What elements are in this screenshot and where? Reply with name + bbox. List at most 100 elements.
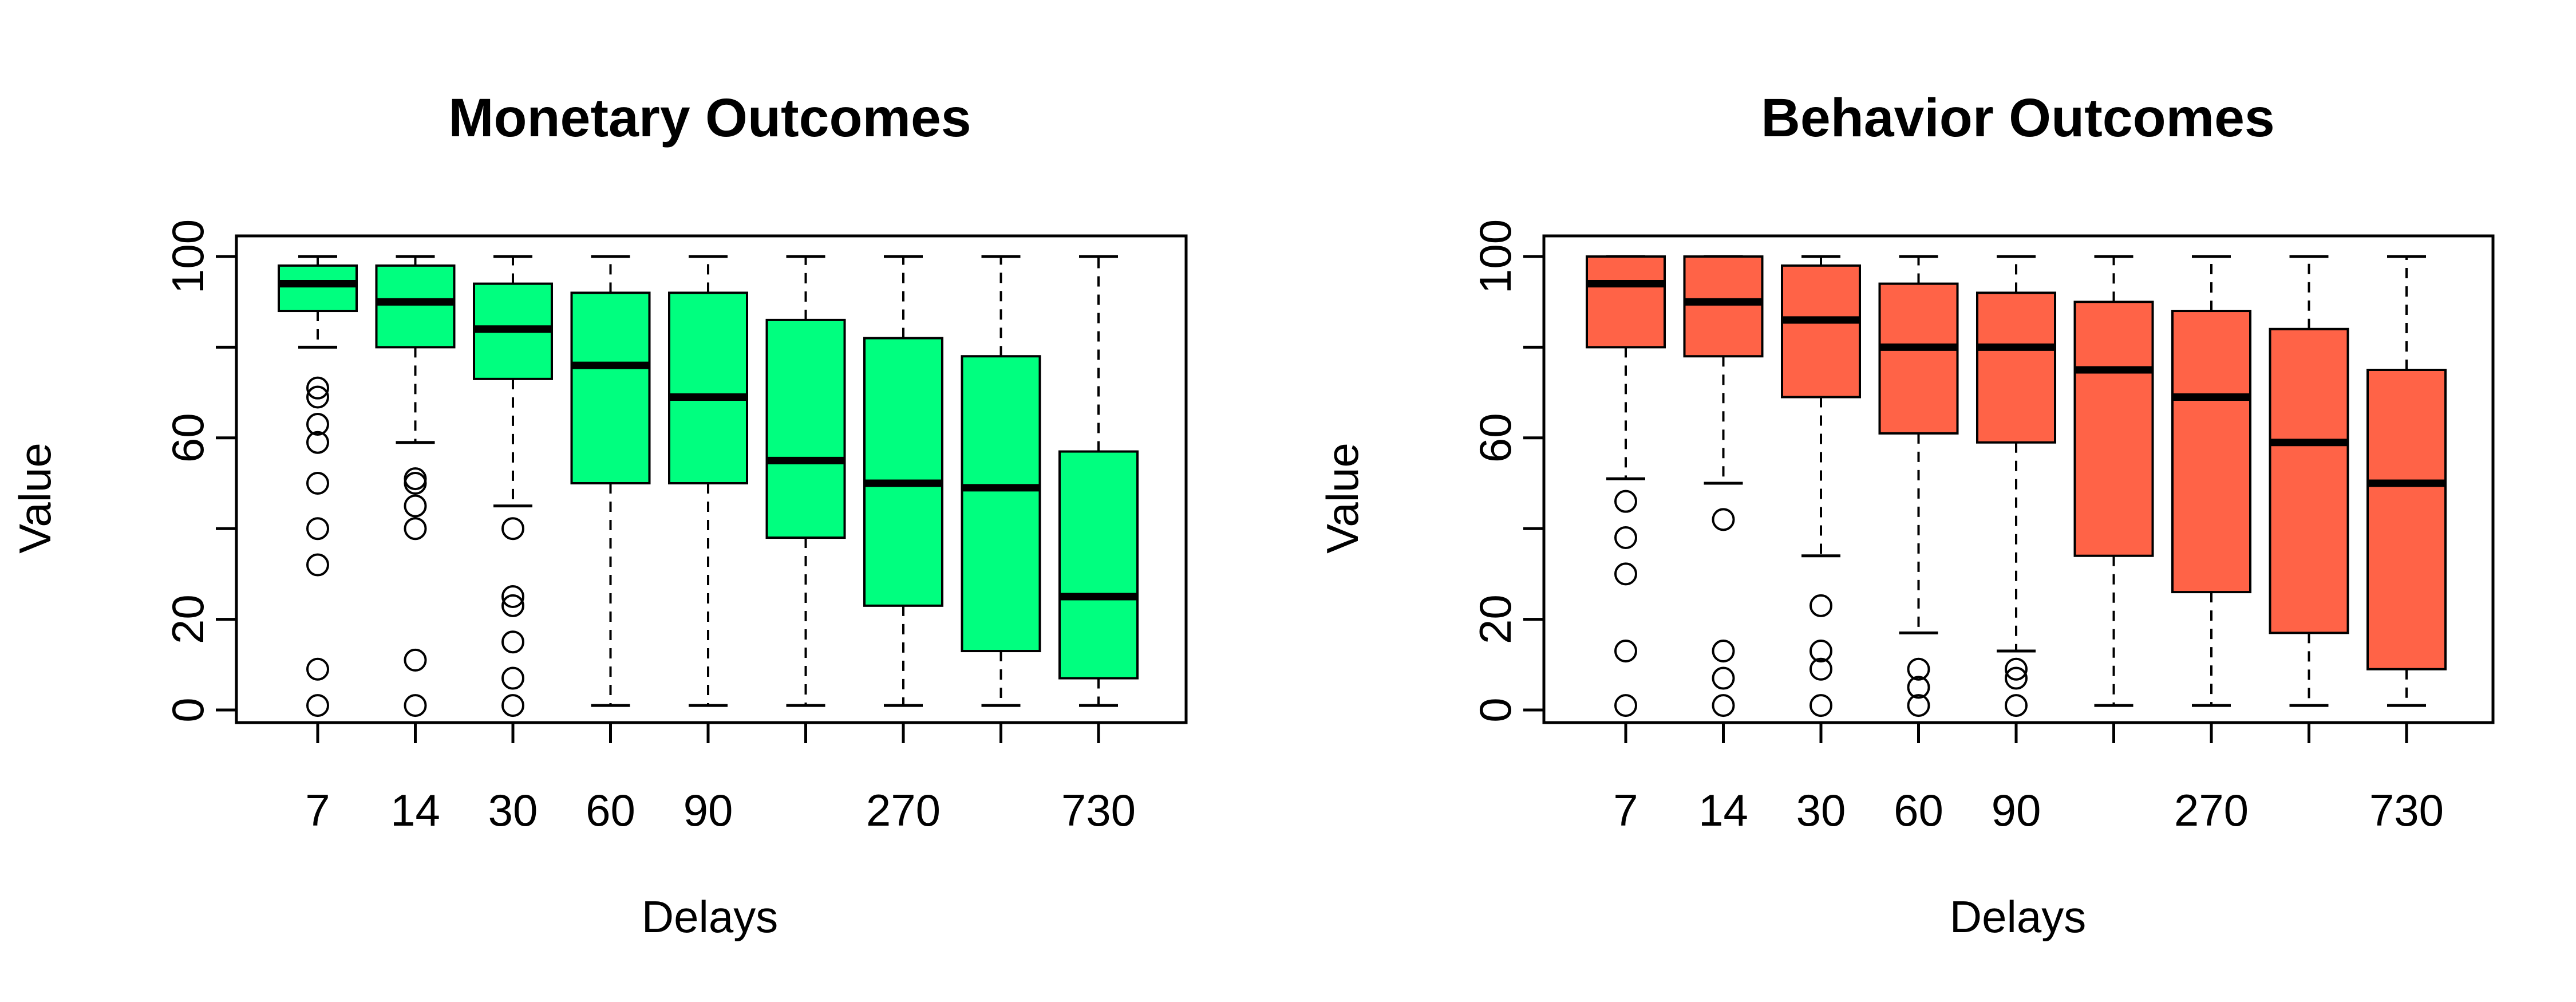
- y-tick-label: 60: [1470, 413, 1520, 463]
- iqr-box: [1781, 264, 1861, 399]
- x-tick-label: 90: [1992, 785, 2041, 835]
- box-group: [1878, 255, 1959, 717]
- outlier-point: [306, 553, 329, 577]
- x-tick-label: 60: [586, 785, 635, 835]
- outlier-point: [1614, 490, 1637, 513]
- y-tick-label: 60: [163, 413, 213, 463]
- plot-area: 0 20 60 100 7 14 30 60 90 270 730: [163, 219, 1188, 835]
- behavior-outcomes-panel: Behavior Outcomes Delays Value 0 20 60 100 7…: [1317, 88, 2495, 942]
- iqr-box: [2269, 328, 2349, 634]
- box-group: [765, 255, 846, 707]
- x-tick-label: 7: [1613, 785, 1638, 835]
- box-group: [2366, 255, 2447, 707]
- outlier-point: [501, 630, 524, 654]
- x-tick-label: 60: [1894, 785, 1943, 835]
- box-group: [668, 255, 748, 707]
- chart-title: Monetary Outcomes: [448, 88, 971, 148]
- box-group: [473, 255, 553, 717]
- outlier-point: [501, 594, 524, 617]
- outlier-point: [2005, 694, 2028, 717]
- iqr-box: [765, 318, 846, 539]
- box-group: [1586, 255, 1666, 717]
- chart-title: Behavior Outcomes: [1761, 88, 2275, 148]
- iqr-box: [863, 337, 943, 607]
- x-tick-label: 7: [305, 785, 330, 835]
- outlier-point: [2005, 657, 2028, 681]
- box-group: [278, 255, 358, 717]
- box-group: [1781, 255, 1861, 717]
- plot-frame: [1542, 234, 2495, 724]
- outlier-point: [1614, 640, 1637, 663]
- box-group: [1058, 255, 1139, 707]
- outlier-point: [404, 694, 427, 717]
- outlier-point: [1712, 640, 1735, 663]
- x-tick-label: 30: [488, 785, 538, 835]
- y-tick-label: 100: [163, 219, 213, 294]
- plot-frame: [235, 234, 1188, 724]
- box-group: [2073, 255, 2154, 707]
- y-axis-label: Value: [1317, 443, 1368, 554]
- y-tick-label: 20: [163, 594, 213, 644]
- x-tick-label: 730: [2369, 785, 2444, 835]
- iqr-box: [278, 264, 358, 313]
- outlier-point: [1809, 657, 1832, 681]
- outlier-point: [1712, 508, 1735, 531]
- outlier-point: [404, 494, 427, 518]
- x-tick-label: 730: [1061, 785, 1136, 835]
- x-axis-label: Delays: [642, 891, 778, 942]
- outlier-point: [404, 472, 427, 495]
- outlier-point: [1907, 694, 1930, 717]
- x-axis-label: Delays: [1950, 891, 2086, 942]
- iqr-box: [2366, 369, 2447, 670]
- outlier-point: [306, 472, 329, 495]
- box-group: [1683, 255, 1764, 717]
- outlier-point: [501, 694, 524, 717]
- outlier-point: [306, 694, 329, 717]
- outlier-point: [306, 657, 329, 681]
- box-group: [375, 255, 456, 717]
- outlier-point: [404, 648, 427, 672]
- y-tick-label: 0: [163, 697, 213, 722]
- iqr-box: [668, 291, 748, 484]
- outlier-point: [501, 666, 524, 690]
- iqr-box: [1878, 282, 1959, 435]
- y-axis-label: Value: [10, 443, 60, 554]
- outlier-point: [1809, 640, 1832, 663]
- x-tick-label: 270: [2174, 785, 2249, 835]
- iqr-box: [375, 264, 456, 349]
- x-tick-label: 14: [1698, 785, 1748, 835]
- box-group: [570, 255, 651, 707]
- outlier-point: [1907, 657, 1930, 681]
- iqr-box: [1683, 255, 1764, 358]
- box-group: [961, 255, 1041, 707]
- iqr-box: [2073, 301, 2154, 557]
- x-tick-label: 14: [390, 785, 440, 835]
- outlier-point: [306, 376, 329, 400]
- box-group: [863, 255, 943, 707]
- outlier-point: [404, 517, 427, 541]
- outlier-point: [1907, 676, 1930, 699]
- box-group: [2171, 255, 2251, 707]
- outlier-point: [1614, 694, 1637, 717]
- outlier-point: [306, 385, 329, 409]
- box-group: [1976, 255, 2056, 717]
- outlier-point: [1712, 666, 1735, 690]
- outlier-point: [2005, 666, 2028, 690]
- outlier-point: [306, 431, 329, 454]
- outlier-point: [1809, 694, 1832, 717]
- outlier-point: [501, 517, 524, 541]
- iqr-box: [961, 355, 1041, 653]
- iqr-box: [1586, 255, 1666, 349]
- iqr-box: [1976, 291, 2056, 444]
- x-tick-label: 90: [683, 785, 733, 835]
- box-group: [2269, 255, 2349, 707]
- plot-area: 0 20 60 100 7 14 30 60 90 270 730: [1470, 219, 2495, 835]
- y-tick-label: 20: [1470, 594, 1520, 644]
- y-tick-label: 0: [1470, 697, 1520, 722]
- x-tick-label: 270: [866, 785, 941, 835]
- outlier-point: [306, 413, 329, 436]
- outlier-point: [1614, 562, 1637, 586]
- y-tick-label: 100: [1470, 219, 1520, 294]
- outlier-point: [1712, 694, 1735, 717]
